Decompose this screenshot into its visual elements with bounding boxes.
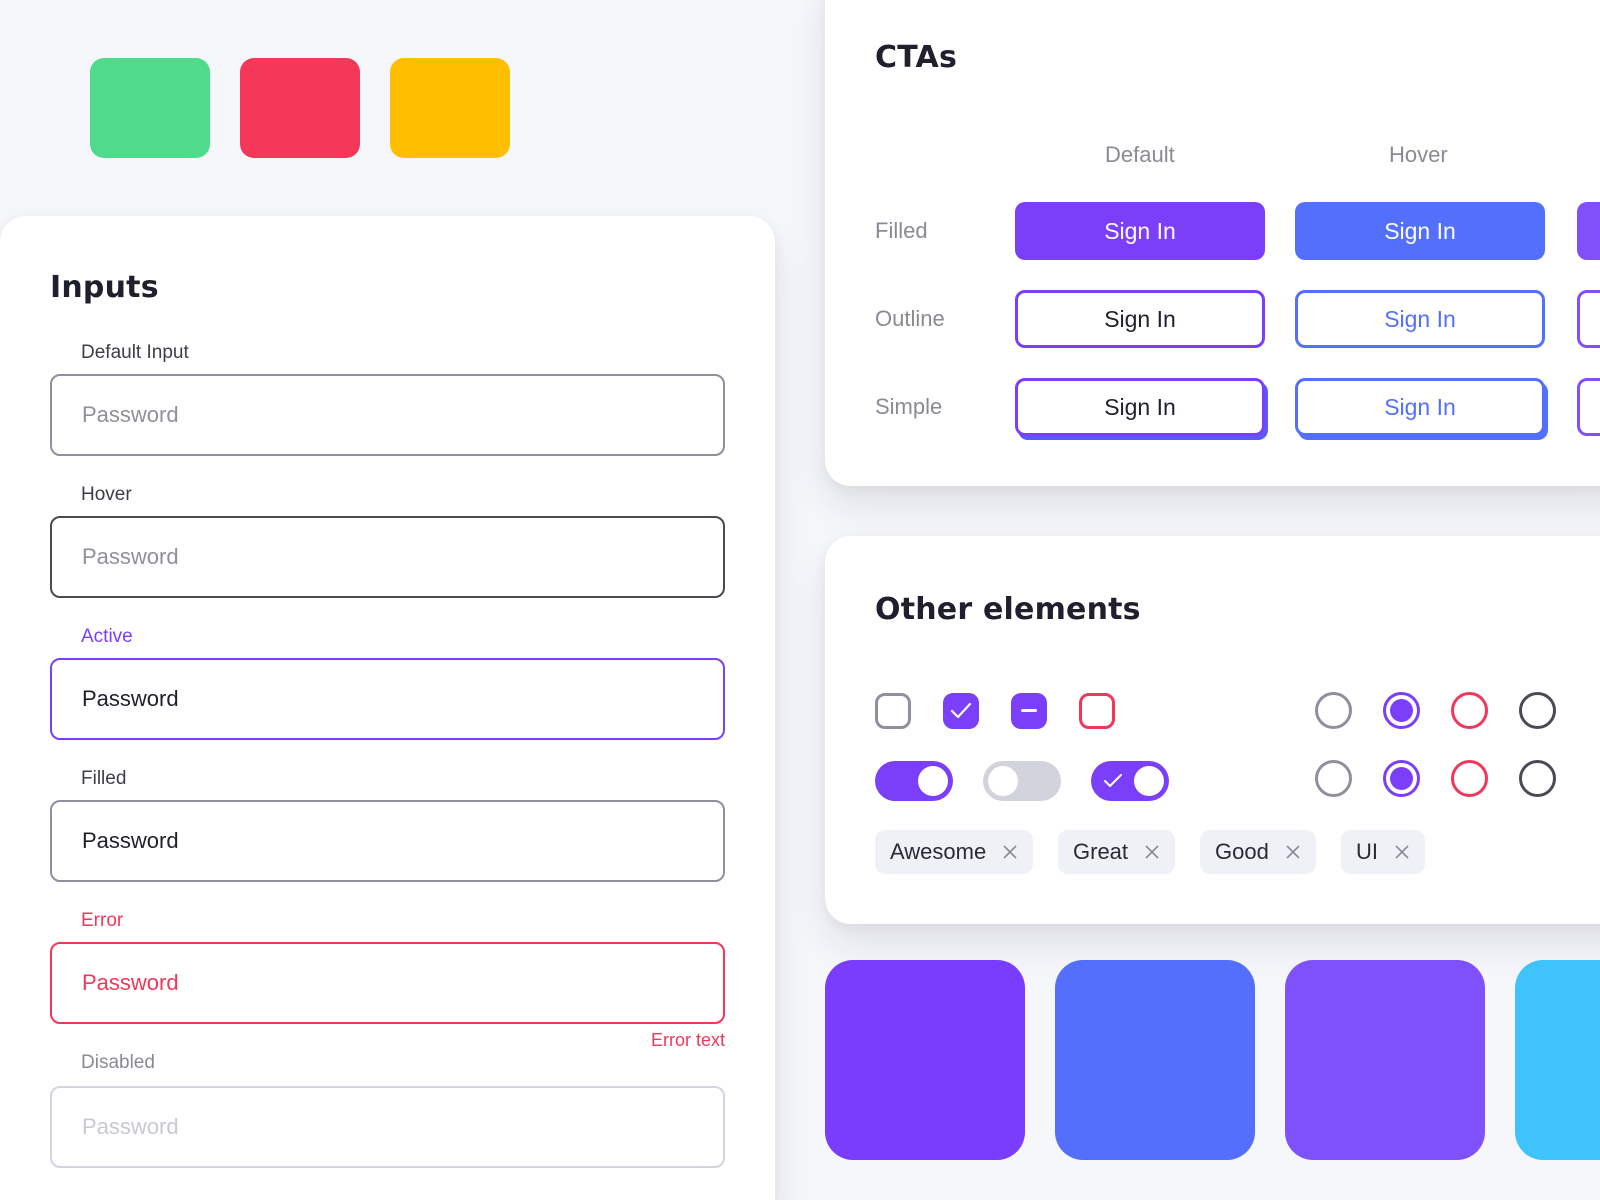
close-icon[interactable]	[1144, 844, 1160, 860]
radio-selected[interactable]	[1383, 692, 1420, 729]
row-label-filled: Filled	[875, 218, 928, 243]
chip-label: UI	[1356, 839, 1378, 864]
close-icon[interactable]	[1394, 844, 1410, 860]
other-elements-title: Other elements	[875, 592, 1141, 627]
signin-simple-default[interactable]: Sign In	[1015, 378, 1265, 436]
chip-awesome[interactable]: Awesome	[875, 830, 1034, 874]
input-placeholder: Password	[82, 544, 179, 569]
col-label-hover: Hover	[1389, 142, 1448, 167]
input-hover[interactable]: Password	[50, 516, 725, 598]
input-value: Password	[82, 828, 179, 853]
row-label-outline: Outline	[875, 306, 945, 331]
radio-error[interactable]	[1451, 760, 1488, 797]
swatch-success	[90, 58, 210, 158]
chip-label: Good	[1215, 839, 1269, 864]
checkbox-indeterminate[interactable]	[1011, 693, 1047, 729]
label-error: Error	[81, 910, 124, 931]
inputs-panel: Inputs Default Input Password Hover Pass…	[0, 216, 775, 1200]
swatch-purple	[825, 960, 1025, 1160]
row-label-simple: Simple	[875, 394, 943, 419]
label-disabled: Disabled	[81, 1052, 155, 1073]
chip-label: Awesome	[890, 839, 987, 864]
toggle-on[interactable]	[875, 761, 953, 801]
signin-filled-hover[interactable]: Sign In	[1295, 202, 1545, 260]
swatch-warning	[390, 58, 510, 158]
signin-outline-hover[interactable]: Sign In	[1295, 290, 1545, 348]
chip-ui[interactable]: UI	[1341, 830, 1425, 874]
swatch-violet	[1285, 960, 1485, 1160]
signin-filled-pressed[interactable]	[1577, 202, 1600, 260]
radio-dark[interactable]	[1519, 760, 1556, 797]
input-disabled: Password	[50, 1086, 725, 1168]
checkbox-error[interactable]	[1079, 693, 1115, 729]
input-value: Password	[82, 686, 179, 711]
ctas-title: CTAs	[875, 40, 958, 75]
other-elements-panel: Other elements Awesome Great Good UI	[825, 536, 1600, 924]
close-icon[interactable]	[1285, 844, 1301, 860]
ctas-panel: CTAs Default Hover Filled Outline Simple…	[825, 0, 1600, 486]
toggle-on-with-check[interactable]	[1091, 761, 1169, 801]
input-active[interactable]: Password	[50, 658, 725, 740]
swatch-blue	[1055, 960, 1255, 1160]
error-helper-text: Error text	[650, 1030, 725, 1050]
minus-icon	[1021, 709, 1037, 712]
toggle-knob	[918, 766, 948, 796]
radio-unselected[interactable]	[1315, 692, 1352, 729]
radio-dark[interactable]	[1519, 692, 1556, 729]
checkbox-unchecked[interactable]	[875, 693, 911, 729]
radio-selected[interactable]	[1383, 760, 1420, 797]
inputs-title: Inputs	[50, 270, 159, 305]
toggle-knob	[1134, 766, 1164, 796]
signin-simple-hover[interactable]: Sign In	[1295, 378, 1545, 436]
col-label-default: Default	[1105, 142, 1175, 167]
close-icon[interactable]	[1002, 844, 1018, 860]
signin-outline-default[interactable]: Sign In	[1015, 290, 1265, 348]
input-placeholder: Password	[82, 1114, 179, 1139]
radio-dot	[1390, 699, 1413, 722]
check-icon	[950, 702, 972, 719]
label-default: Default Input	[81, 342, 189, 363]
chip-label: Great	[1073, 839, 1129, 864]
toggle-off[interactable]	[983, 761, 1061, 801]
radio-unselected[interactable]	[1315, 760, 1352, 797]
signin-filled-default[interactable]: Sign In	[1015, 202, 1265, 260]
input-default[interactable]: Password	[50, 374, 725, 456]
toggle-knob	[988, 766, 1018, 796]
check-icon	[1104, 774, 1122, 787]
input-placeholder: Password	[82, 402, 179, 427]
label-active: Active	[81, 626, 133, 647]
checkbox-checked[interactable]	[943, 693, 979, 729]
signin-outline-pressed[interactable]	[1577, 290, 1600, 348]
chip-good[interactable]: Good	[1200, 830, 1316, 874]
chip-great[interactable]: Great	[1058, 830, 1176, 874]
label-filled: Filled	[81, 768, 127, 789]
input-filled[interactable]: Password	[50, 800, 725, 882]
signin-simple-pressed[interactable]	[1577, 378, 1600, 436]
swatch-error	[240, 58, 360, 158]
radio-error[interactable]	[1451, 692, 1488, 729]
input-value: Password	[82, 970, 179, 995]
input-error[interactable]: Password	[50, 942, 725, 1024]
label-hover: Hover	[81, 484, 132, 505]
radio-dot	[1390, 767, 1413, 790]
swatch-sky	[1515, 960, 1600, 1160]
